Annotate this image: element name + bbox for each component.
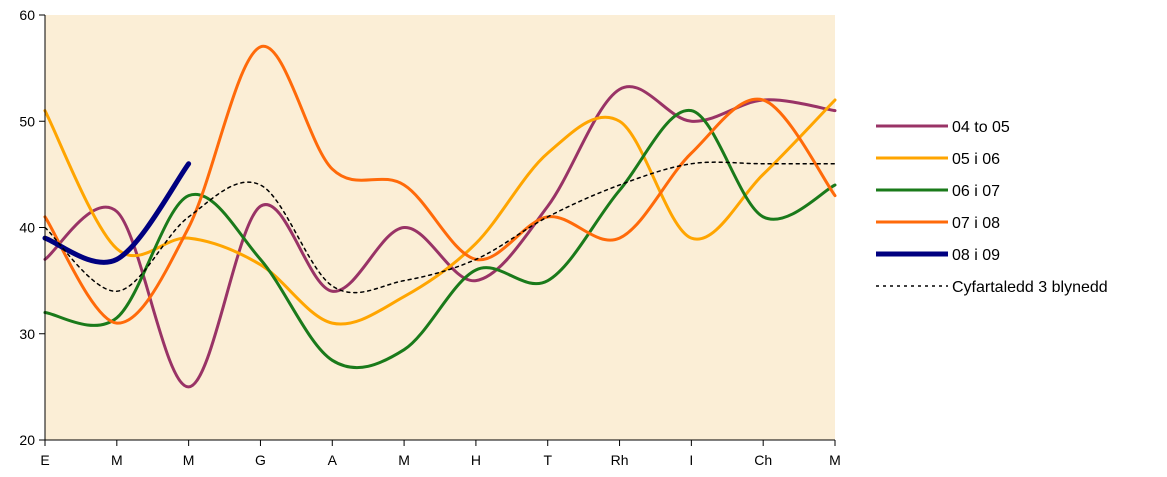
legend-label: 06 i 07 <box>952 183 1000 200</box>
series-line-07-i-08 <box>43 45 837 325</box>
legend-label: Cyfartaledd 3 blynedd <box>952 279 1108 296</box>
x-tick-label: G <box>255 452 266 468</box>
x-tick-label: Rh <box>611 452 629 468</box>
x-tick-label: T <box>543 452 552 468</box>
series-line-04-to-05 <box>43 85 837 389</box>
legend-item-08-i-09: 08 i 09 <box>876 247 1000 264</box>
series-line-08-i-09 <box>42 161 192 265</box>
y-tick-label: 30 <box>19 326 35 342</box>
x-tick-label: H <box>471 452 481 468</box>
y-tick-label: 20 <box>19 432 35 448</box>
x-tick-label: M <box>111 452 123 468</box>
x-tick-label: M <box>829 452 841 468</box>
x-tick-label: M <box>183 452 195 468</box>
series-line-cyfartaledd-3-blynedd <box>44 161 836 294</box>
legend-label: 04 to 05 <box>952 119 1010 136</box>
legend-item-07-i-08: 07 i 08 <box>876 215 1000 232</box>
series-line-06-i-07 <box>43 109 837 369</box>
y-tick-label: 50 <box>19 113 35 129</box>
x-tick-label: A <box>328 452 338 468</box>
y-tick-label: 60 <box>19 7 35 23</box>
x-tick-label: I <box>689 452 693 468</box>
legend-item-04-to-05: 04 to 05 <box>876 119 1010 136</box>
legend-label: 07 i 08 <box>952 215 1000 232</box>
x-tick-label: E <box>40 452 49 468</box>
y-tick-label: 40 <box>19 220 35 236</box>
legend-item-05-i-06: 05 i 06 <box>876 151 1000 168</box>
legend-item-cyfartaledd-3-blynedd: Cyfartaledd 3 blynedd <box>876 279 1108 296</box>
x-tick-label: M <box>398 452 410 468</box>
legend-item-06-i-07: 06 i 07 <box>876 183 1000 200</box>
legend-label: 08 i 09 <box>952 247 1000 264</box>
series-line-05-i-06 <box>43 98 837 326</box>
legend-label: 05 i 06 <box>952 151 1000 168</box>
legend: 04 to 05 05 i 06 06 i 07 07 i 08 08 i 09 Cyfa… <box>876 119 1108 296</box>
x-tick-label: Ch <box>754 452 772 468</box>
